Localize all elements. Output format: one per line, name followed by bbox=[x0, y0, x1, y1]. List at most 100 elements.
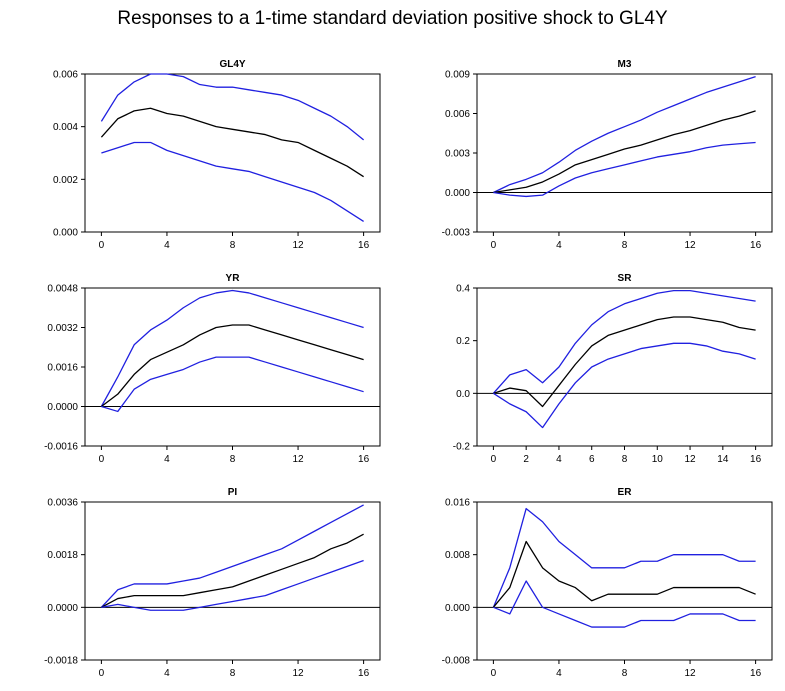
x-tick-label: 12 bbox=[684, 454, 696, 465]
chart-svg: YR -0.0016 0.0000 0.0016 0.0032 0.0048 0 4 8 12 16 bbox=[44, 273, 381, 465]
y-tick-label: 0.2 bbox=[456, 336, 470, 347]
chart-svg: SR -0.2 0.0 0.2 0.4 0 2 4 6 8 10 12 14 16 bbox=[453, 273, 773, 465]
impulse-response-line bbox=[493, 316, 756, 408]
confidence-band-lower-line bbox=[101, 559, 364, 611]
y-tick-label: 0.4 bbox=[456, 284, 470, 295]
chart-svg: PI -0.0018 0.0000 0.0018 0.0036 0 4 8 12 16 bbox=[44, 487, 381, 679]
confidence-band-upper-line bbox=[100, 73, 365, 141]
chart-panel-m3: M3 -0.003 0.000 0.003 0.006 0.009 0 4 8 12 16 bbox=[392, 48, 784, 263]
confidence-band-lower-line bbox=[101, 356, 364, 413]
confidence-band-lower-line bbox=[101, 141, 364, 223]
x-tick-label: 16 bbox=[358, 454, 370, 465]
impulse-response-line bbox=[492, 540, 756, 608]
y-tick-label: 0.006 bbox=[445, 109, 470, 120]
x-tick-label: 8 bbox=[230, 668, 236, 679]
y-tick-label: 0.000 bbox=[445, 188, 470, 199]
x-tick-label: 0 bbox=[491, 668, 497, 679]
y-tick-label: -0.008 bbox=[442, 656, 471, 667]
x-tick-label: 16 bbox=[358, 668, 370, 679]
x-tick-label: 6 bbox=[589, 454, 595, 465]
x-tick-label: 8 bbox=[230, 240, 236, 251]
plot-frame bbox=[476, 287, 773, 447]
x-tick-label: 8 bbox=[622, 240, 628, 251]
confidence-band-upper-line bbox=[100, 504, 364, 608]
x-tick-label: 4 bbox=[164, 668, 170, 679]
y-tick-label: 0.0 bbox=[456, 389, 470, 400]
chart-panel-er: ER -0.008 0.000 0.008 0.016 0 4 8 12 16 bbox=[392, 476, 784, 691]
x-tick-label: 16 bbox=[750, 240, 762, 251]
plot-frame bbox=[84, 501, 381, 661]
x-tick-label: 0 bbox=[491, 454, 497, 465]
x-tick-label: 14 bbox=[717, 454, 729, 465]
x-tick-label: 4 bbox=[164, 240, 170, 251]
x-tick-label: 4 bbox=[164, 454, 170, 465]
x-tick-label: 0 bbox=[99, 240, 105, 251]
plot-frame bbox=[476, 73, 773, 233]
chart-svg: GL4Y 0.000 0.002 0.004 0.006 0 4 8 12 16 bbox=[53, 59, 381, 251]
confidence-band-upper-line bbox=[493, 76, 756, 194]
x-tick-label: 0 bbox=[99, 668, 105, 679]
y-tick-label: 0.0032 bbox=[47, 323, 78, 334]
impulse-response-line bbox=[493, 110, 756, 194]
y-tick-label: 0.000 bbox=[445, 603, 470, 614]
chart-svg: ER -0.008 0.000 0.008 0.016 0 4 8 12 16 bbox=[442, 487, 773, 679]
impulse-response-line bbox=[101, 533, 364, 608]
y-tick-label: 0.0036 bbox=[47, 498, 78, 509]
confidence-band-lower-line bbox=[493, 342, 756, 429]
y-tick-label: -0.0018 bbox=[44, 656, 78, 667]
x-tick-label: 0 bbox=[99, 454, 105, 465]
x-tick-label: 8 bbox=[622, 668, 628, 679]
y-tick-label: 0.009 bbox=[445, 70, 470, 81]
x-tick-label: 4 bbox=[556, 454, 562, 465]
x-tick-label: 16 bbox=[750, 668, 762, 679]
confidence-band-upper-line bbox=[492, 507, 756, 608]
impulse-response-line bbox=[100, 324, 364, 408]
y-tick-label: 0.000 bbox=[53, 228, 78, 239]
x-tick-label: 12 bbox=[684, 668, 696, 679]
x-tick-label: 12 bbox=[684, 240, 696, 251]
y-tick-label: 0.003 bbox=[445, 149, 470, 160]
y-tick-label: 0.0018 bbox=[47, 550, 78, 561]
subplot-title: YR bbox=[226, 273, 241, 284]
y-tick-label: -0.0016 bbox=[44, 442, 78, 453]
subplot-title: M3 bbox=[618, 59, 632, 70]
chart-title: Responses to a 1-time standard deviation… bbox=[117, 8, 668, 29]
subplot-title: PI bbox=[228, 487, 238, 498]
y-tick-label: 0.0000 bbox=[47, 402, 78, 413]
plot-frame bbox=[84, 287, 381, 447]
x-tick-label: 4 bbox=[556, 240, 562, 251]
chart-panel-gl4y: GL4Y 0.000 0.002 0.004 0.006 0 4 8 12 16 bbox=[0, 48, 392, 263]
x-tick-label: 2 bbox=[523, 454, 529, 465]
x-tick-label: 16 bbox=[358, 240, 370, 251]
x-tick-label: 12 bbox=[292, 240, 304, 251]
y-tick-label: 0.0016 bbox=[47, 363, 78, 374]
y-tick-label: -0.003 bbox=[442, 228, 471, 239]
y-tick-label: 0.016 bbox=[445, 498, 470, 509]
confidence-band-upper-line bbox=[492, 289, 756, 394]
chart-panel-sr: SR -0.2 0.0 0.2 0.4 0 2 4 6 8 10 12 14 16 bbox=[392, 262, 784, 477]
y-tick-label: 0.0000 bbox=[47, 603, 78, 614]
y-tick-label: 0.004 bbox=[53, 122, 78, 133]
y-tick-label: 0.008 bbox=[445, 550, 470, 561]
confidence-band-lower-line bbox=[493, 141, 756, 198]
confidence-band-upper-line bbox=[100, 289, 364, 407]
impulse-response-line bbox=[100, 107, 364, 178]
x-tick-label: 0 bbox=[491, 240, 497, 251]
y-tick-label: 0.006 bbox=[53, 70, 78, 81]
x-tick-label: 10 bbox=[652, 454, 664, 465]
chart-svg: M3 -0.003 0.000 0.003 0.006 0.009 0 4 8 12 16 bbox=[442, 59, 773, 251]
x-tick-label: 8 bbox=[622, 454, 628, 465]
plot-frame bbox=[84, 73, 381, 233]
subplot-title: GL4Y bbox=[219, 59, 245, 70]
subplot-title: ER bbox=[618, 487, 633, 498]
x-tick-label: 12 bbox=[292, 454, 304, 465]
y-tick-label: -0.2 bbox=[453, 442, 471, 453]
x-tick-label: 12 bbox=[292, 668, 304, 679]
y-tick-label: 0.0048 bbox=[47, 284, 78, 295]
y-tick-label: 0.002 bbox=[53, 175, 78, 186]
confidence-band-lower-line bbox=[493, 580, 756, 628]
x-tick-label: 8 bbox=[230, 454, 236, 465]
chart-panel-pi: PI -0.0018 0.0000 0.0018 0.0036 0 4 8 12 16 bbox=[0, 476, 392, 691]
x-tick-label: 16 bbox=[750, 454, 762, 465]
chart-panel-yr: YR -0.0016 0.0000 0.0016 0.0032 0.0048 0 4 8 12 16 bbox=[0, 262, 392, 477]
